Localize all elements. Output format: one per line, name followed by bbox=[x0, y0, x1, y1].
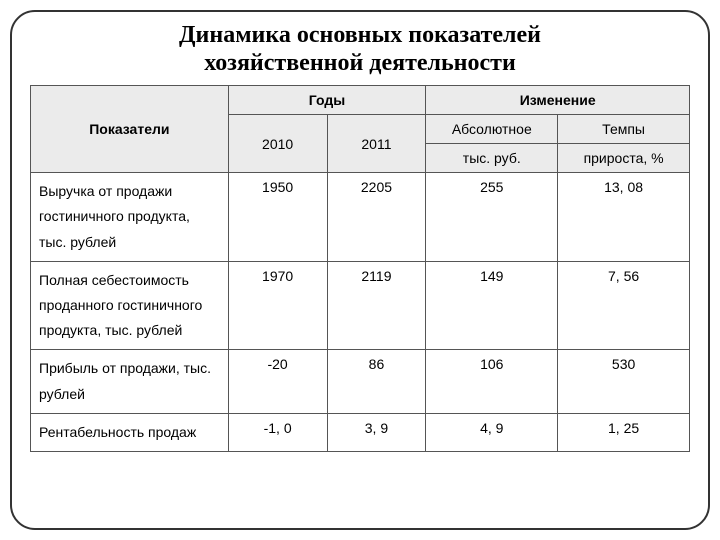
table-row: Прибыль от продажи, тыс. рублей -20 86 1… bbox=[31, 350, 690, 413]
row-abs: 255 bbox=[426, 173, 558, 262]
row-2011: 2205 bbox=[327, 173, 426, 262]
header-indicators: Показатели bbox=[31, 86, 229, 173]
row-tempo: 7, 56 bbox=[558, 261, 690, 350]
data-table: Показатели Годы Изменение 2010 2011 Абсо… bbox=[30, 85, 690, 452]
slide-frame: Динамика основных показателей хозяйствен… bbox=[10, 10, 710, 530]
row-label: Рентабельность продаж bbox=[31, 413, 229, 451]
row-2010: -1, 0 bbox=[228, 413, 327, 451]
header-abs-2: тыс. руб. bbox=[426, 144, 558, 173]
row-abs: 149 bbox=[426, 261, 558, 350]
header-2011: 2011 bbox=[327, 115, 426, 173]
table-body: Выручка от продажи гостиничного продукта… bbox=[31, 173, 690, 452]
row-tempo: 13, 08 bbox=[558, 173, 690, 262]
header-abs-1: Абсолютное bbox=[426, 115, 558, 144]
row-2011: 2119 bbox=[327, 261, 426, 350]
table-row: Полная себестоимость проданного гостинич… bbox=[31, 261, 690, 350]
row-tempo: 530 bbox=[558, 350, 690, 413]
row-2011: 3, 9 bbox=[327, 413, 426, 451]
table-row: Рентабельность продаж -1, 0 3, 9 4, 9 1,… bbox=[31, 413, 690, 451]
slide-title: Динамика основных показателей хозяйствен… bbox=[30, 22, 690, 77]
title-line-2: хозяйственной деятельности bbox=[204, 50, 516, 76]
row-label: Полная себестоимость проданного гостинич… bbox=[31, 261, 229, 350]
row-2011: 86 bbox=[327, 350, 426, 413]
row-abs: 106 bbox=[426, 350, 558, 413]
header-tempo-1: Темпы bbox=[558, 115, 690, 144]
table-row: Выручка от продажи гостиничного продукта… bbox=[31, 173, 690, 262]
row-2010: 1950 bbox=[228, 173, 327, 262]
table-header: Показатели Годы Изменение 2010 2011 Абсо… bbox=[31, 86, 690, 173]
header-tempo-2: прироста, % bbox=[558, 144, 690, 173]
row-2010: 1970 bbox=[228, 261, 327, 350]
header-2010: 2010 bbox=[228, 115, 327, 173]
title-line-1: Динамика основных показателей bbox=[179, 22, 541, 48]
row-2010: -20 bbox=[228, 350, 327, 413]
row-label: Прибыль от продажи, тыс. рублей bbox=[31, 350, 229, 413]
row-tempo: 1, 25 bbox=[558, 413, 690, 451]
row-abs: 4, 9 bbox=[426, 413, 558, 451]
header-years: Годы bbox=[228, 86, 426, 115]
header-change: Изменение bbox=[426, 86, 690, 115]
row-label: Выручка от продажи гостиничного продукта… bbox=[31, 173, 229, 262]
